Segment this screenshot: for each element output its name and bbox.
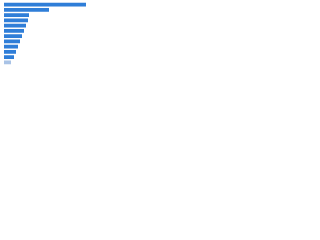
bar (4, 13, 29, 18)
bar (4, 2, 86, 7)
bar (4, 28, 24, 33)
bar (4, 23, 26, 28)
bar (4, 55, 14, 60)
bar (4, 39, 20, 44)
bar (4, 60, 11, 65)
bar (4, 7, 49, 12)
bar (4, 34, 22, 39)
page: {"chart_data": {"type": "bar", "orientat… (0, 0, 100, 71)
bar (4, 49, 16, 54)
bar (4, 44, 18, 49)
bar (4, 18, 28, 23)
chart (4, 2, 86, 65)
